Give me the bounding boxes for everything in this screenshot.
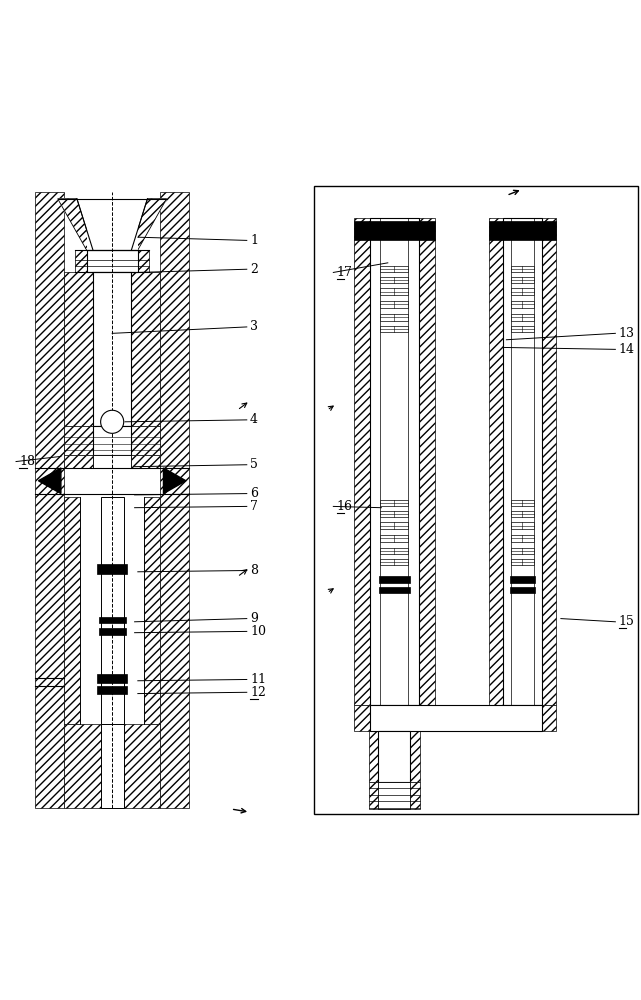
Bar [511,288,534,295]
Bar [97,564,127,574]
Bar [101,724,124,808]
Bar [511,326,534,332]
Bar [511,314,534,321]
Bar [369,731,378,782]
Bar [511,559,534,565]
Text: 5: 5 [250,458,258,471]
Bar [378,782,410,809]
Bar [378,731,410,782]
Bar [380,522,408,529]
Text: 13: 13 [619,327,635,340]
Bar [489,221,556,240]
Bar [160,192,189,808]
Bar [370,218,419,705]
Text: 18: 18 [19,455,35,468]
Bar [380,288,408,295]
Bar [64,497,80,724]
Text: 2: 2 [250,263,258,276]
Bar [489,218,503,705]
Text: 7: 7 [250,500,258,513]
Bar [419,218,435,705]
Bar [97,674,127,683]
Bar [144,497,160,724]
Polygon shape [58,199,93,250]
Bar [510,576,535,583]
Bar [354,221,435,240]
Bar [75,250,87,272]
Bar [380,266,408,272]
Bar [511,277,534,283]
Text: 12: 12 [250,686,266,699]
Bar [380,500,408,506]
Text: 16: 16 [337,500,353,513]
Polygon shape [38,468,61,494]
Bar [369,782,420,809]
Bar [511,511,534,517]
Text: 14: 14 [619,343,635,356]
Text: 9: 9 [250,612,258,625]
Bar [542,218,556,705]
Text: 8: 8 [250,564,258,577]
Bar [64,724,160,808]
Text: 15: 15 [619,615,635,628]
Bar [379,587,410,593]
Bar [131,272,160,426]
Bar [93,272,131,426]
Text: 10: 10 [250,625,266,638]
Circle shape [101,410,124,433]
Text: 1: 1 [250,234,258,247]
Bar [511,500,534,506]
Bar [131,426,160,455]
Bar [354,705,556,731]
Bar [379,576,410,583]
Bar [131,455,160,468]
Bar [64,426,93,455]
Bar [511,535,534,542]
Polygon shape [131,199,167,250]
Bar [35,192,64,808]
Bar [380,301,408,308]
Bar [97,686,127,694]
Text: 4: 4 [250,413,258,426]
Bar [511,548,534,554]
Bar [101,497,124,724]
Bar [370,705,542,731]
Bar [93,426,131,455]
Bar [99,617,126,623]
Bar [380,559,408,565]
Bar [511,522,534,529]
Bar [93,455,131,468]
Bar [380,535,408,542]
Bar [511,266,534,272]
Bar [503,218,542,705]
Bar [87,250,138,272]
Bar [354,218,370,705]
Bar [99,628,126,635]
Polygon shape [163,468,186,494]
Polygon shape [131,199,167,250]
Bar [87,199,138,250]
Bar [380,326,408,332]
Bar [511,301,534,308]
Polygon shape [58,199,93,250]
Bar [380,511,408,517]
Text: 3: 3 [250,320,258,333]
Bar [380,314,408,321]
Text: 11: 11 [250,673,266,686]
Bar [64,272,93,426]
Bar [380,548,408,554]
Bar [380,277,408,283]
Text: 17: 17 [337,266,353,279]
Bar [410,731,420,782]
Bar [138,250,149,272]
Bar [314,186,638,814]
Text: 6: 6 [250,487,258,500]
Circle shape [102,412,116,426]
Bar [510,587,535,593]
Bar [64,455,93,468]
